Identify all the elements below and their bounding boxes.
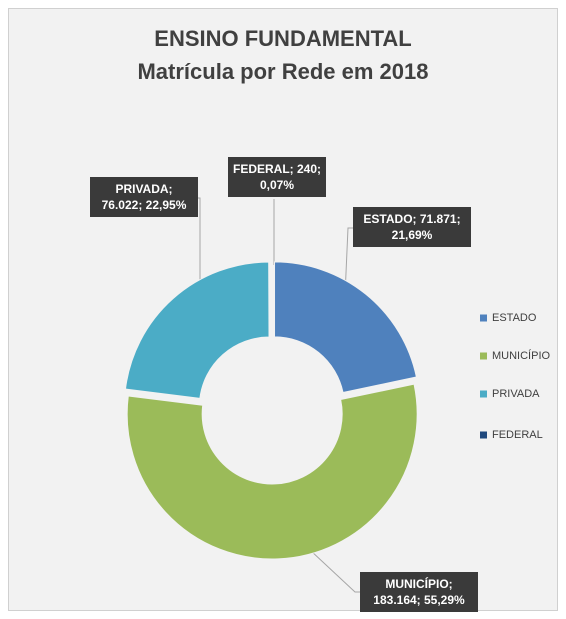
legend-swatch [480, 352, 487, 360]
donut-slice [126, 383, 418, 560]
donut-slice [270, 260, 273, 337]
data-label: MUNICÍPIO; 183.164; 55,29% [360, 572, 478, 612]
data-label: FEDERAL; 240; 0,07% [228, 157, 326, 197]
legend-swatch [480, 431, 487, 439]
donut-slice [124, 261, 270, 399]
legend-swatch [480, 390, 487, 398]
data-label: ESTADO; 71.871; 21,69% [353, 207, 471, 247]
chart-title: ENSINO FUNDAMENTAL [154, 26, 411, 51]
legend-label: PRIVADA [492, 388, 540, 400]
data-label: PRIVADA; 76.022; 22,95% [90, 177, 198, 217]
donut-slice [274, 261, 417, 394]
chart-subtitle: Matrícula por Rede em 2018 [137, 59, 428, 84]
legend-label: FEDERAL [492, 429, 543, 441]
legend-label: MUNICÍPIO [492, 349, 551, 362]
legend-label: ESTADO [492, 312, 537, 324]
legend-swatch [480, 314, 487, 322]
